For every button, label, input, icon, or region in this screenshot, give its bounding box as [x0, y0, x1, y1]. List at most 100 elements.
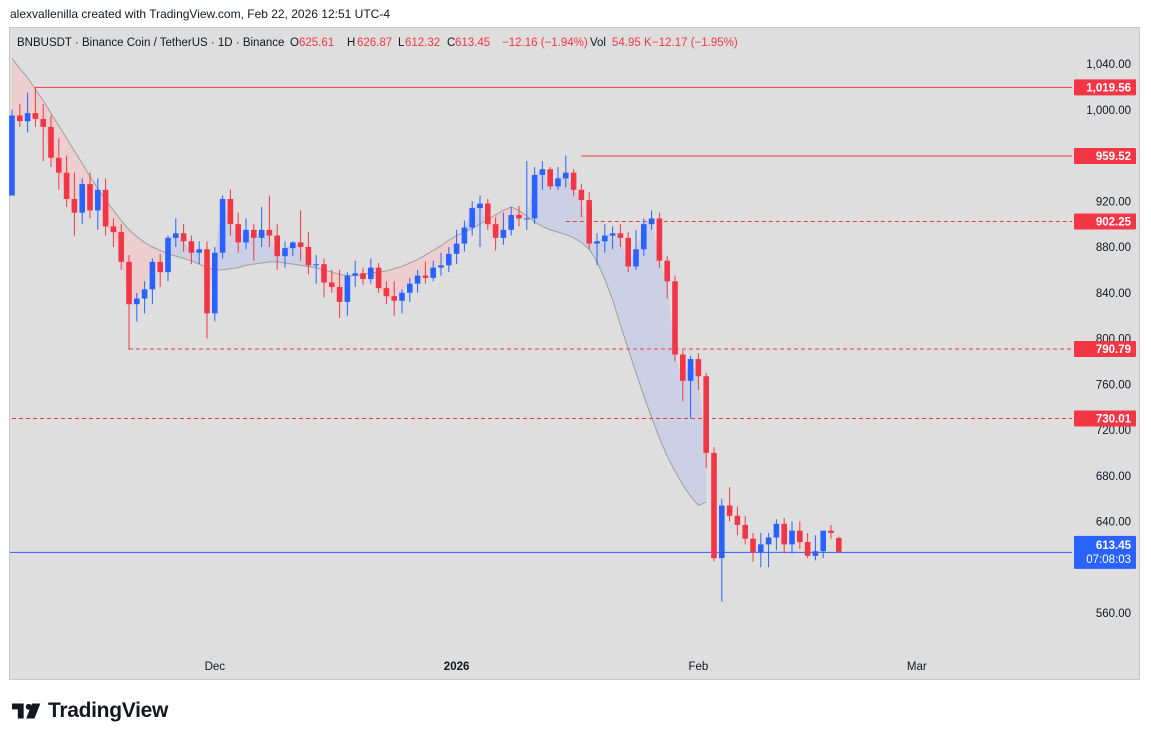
- candle-body: [391, 296, 397, 301]
- candle-body: [828, 530, 834, 533]
- chart-frame[interactable]: [9, 27, 1140, 680]
- candle-body: [305, 247, 312, 266]
- ma-cloud-segment: [316, 264, 324, 283]
- candle-body: [368, 267, 374, 280]
- candle-body: [672, 281, 678, 355]
- candle-body: [321, 264, 327, 283]
- ma-cloud-segment: [394, 266, 402, 301]
- candle-body: [485, 203, 491, 225]
- last-price-label: 613.45: [1096, 540, 1132, 552]
- time-tick-label: 2026: [444, 661, 470, 673]
- ma-cloud-segment: [612, 233, 621, 325]
- candle-body: [212, 252, 218, 314]
- candle-body: [126, 261, 132, 305]
- candle-body: [446, 253, 452, 266]
- ma-cloud-segment: [651, 218, 660, 439]
- candle-body: [711, 452, 717, 559]
- candle-body: [797, 530, 803, 543]
- candle-body: [609, 233, 616, 236]
- level-badge: [1074, 148, 1136, 165]
- ma-cloud-segment: [27, 77, 36, 119]
- legend-vol-change: −12.17 (−1.95%): [652, 37, 738, 49]
- candle-body: [633, 249, 639, 267]
- legend-c-label: C: [447, 37, 455, 49]
- candle-body: [524, 218, 530, 220]
- legend-o-value: 625.61: [299, 37, 334, 49]
- legend-h-label: H: [347, 37, 355, 49]
- ma-cloud-segment: [690, 359, 699, 506]
- candle-body: [680, 354, 686, 381]
- candle-body: [32, 113, 39, 119]
- candle-body: [134, 298, 140, 305]
- candle-body: [734, 515, 741, 525]
- candles: [9, 86, 842, 602]
- ma-cloud-segment: [230, 224, 239, 269]
- candle-body: [438, 265, 444, 268]
- ma-cloud-segment: [573, 189, 582, 243]
- time-axis[interactable]: Dec 2026 Feb Mar: [205, 661, 927, 673]
- ma-cloud-segment: [441, 240, 449, 266]
- price-tick-label: 560.00: [1096, 608, 1131, 620]
- price-tick-label: 840.00: [1096, 288, 1131, 300]
- time-tick-label: Mar: [907, 661, 927, 673]
- ma-cloud-segment: [643, 218, 652, 418]
- time-tick-label: Feb: [688, 661, 708, 673]
- legend-change: −12.16 (−1.94%): [502, 37, 588, 49]
- ma-cloud-segment: [675, 354, 683, 485]
- candle-body: [758, 544, 764, 553]
- candle-body: [266, 229, 273, 236]
- candle-body: [297, 242, 304, 247]
- tradingview-logo[interactable]: TradingView: [12, 699, 168, 723]
- candle-body: [375, 267, 382, 289]
- candle-body: [500, 229, 507, 238]
- candle-body: [430, 267, 436, 278]
- level-badge-label: 730.01: [1096, 414, 1132, 426]
- candle-body: [40, 118, 46, 127]
- ma-cloud-segment: [659, 260, 668, 457]
- legend-o-label: O: [290, 37, 299, 49]
- price-tick-label: 920.00: [1096, 196, 1131, 208]
- chart-caption: alexvallenilla created with TradingView.…: [10, 7, 390, 21]
- candle-body: [63, 172, 70, 199]
- ma-cloud-segment: [550, 178, 558, 233]
- legend-h-value: 626.87: [357, 37, 392, 49]
- candle-body: [48, 126, 54, 158]
- candle-body: [703, 376, 709, 453]
- candle-body: [469, 208, 475, 228]
- candle-body: [789, 530, 795, 545]
- candle-body: [656, 218, 663, 261]
- price-tick-label: 1,000.00: [1086, 105, 1131, 117]
- candle-body: [422, 275, 429, 278]
- ma-cloud-segment: [144, 242, 153, 290]
- horizontal-levels[interactable]: [10, 86, 1072, 553]
- candle-body: [204, 249, 210, 314]
- tradingview-logo-text: TradingView: [48, 699, 169, 722]
- ma-cloud-segment: [355, 273, 363, 280]
- legend-vol-value: 54.95 K: [612, 37, 652, 49]
- candle-body: [781, 523, 787, 545]
- candle-body: [617, 233, 624, 238]
- price-tick-label: 640.00: [1096, 517, 1131, 529]
- candle-body: [453, 243, 460, 254]
- ma-cloud-segment: [74, 150, 83, 213]
- legend-c-value: 613.45: [455, 37, 490, 49]
- time-tick-label: Dec: [205, 661, 226, 673]
- candle-body: [118, 232, 124, 262]
- ma-cloud-segment: [589, 241, 597, 262]
- last-price-badge: [1074, 535, 1136, 569]
- candle-body: [219, 198, 226, 253]
- candle-body: [251, 229, 257, 238]
- level-badge-label: 959.52: [1096, 151, 1131, 163]
- candle-body: [555, 178, 561, 187]
- ma-cloud-segment: [136, 236, 145, 299]
- price-axis[interactable]: 1,040.001,000.00920.00880.00840.00800.00…: [1074, 59, 1136, 620]
- candle-body: [477, 203, 483, 209]
- candle-body: [282, 248, 288, 257]
- candle-body: [687, 359, 694, 381]
- ma-cloud-segment: [558, 172, 566, 235]
- level-badge: [1074, 341, 1136, 358]
- ma-cloud-segment: [433, 245, 441, 268]
- moving-average-line: [11, 57, 707, 507]
- ohlc-legend: BNBUSDT · Binance Coin / TetherUS · 1D ·…: [17, 37, 738, 49]
